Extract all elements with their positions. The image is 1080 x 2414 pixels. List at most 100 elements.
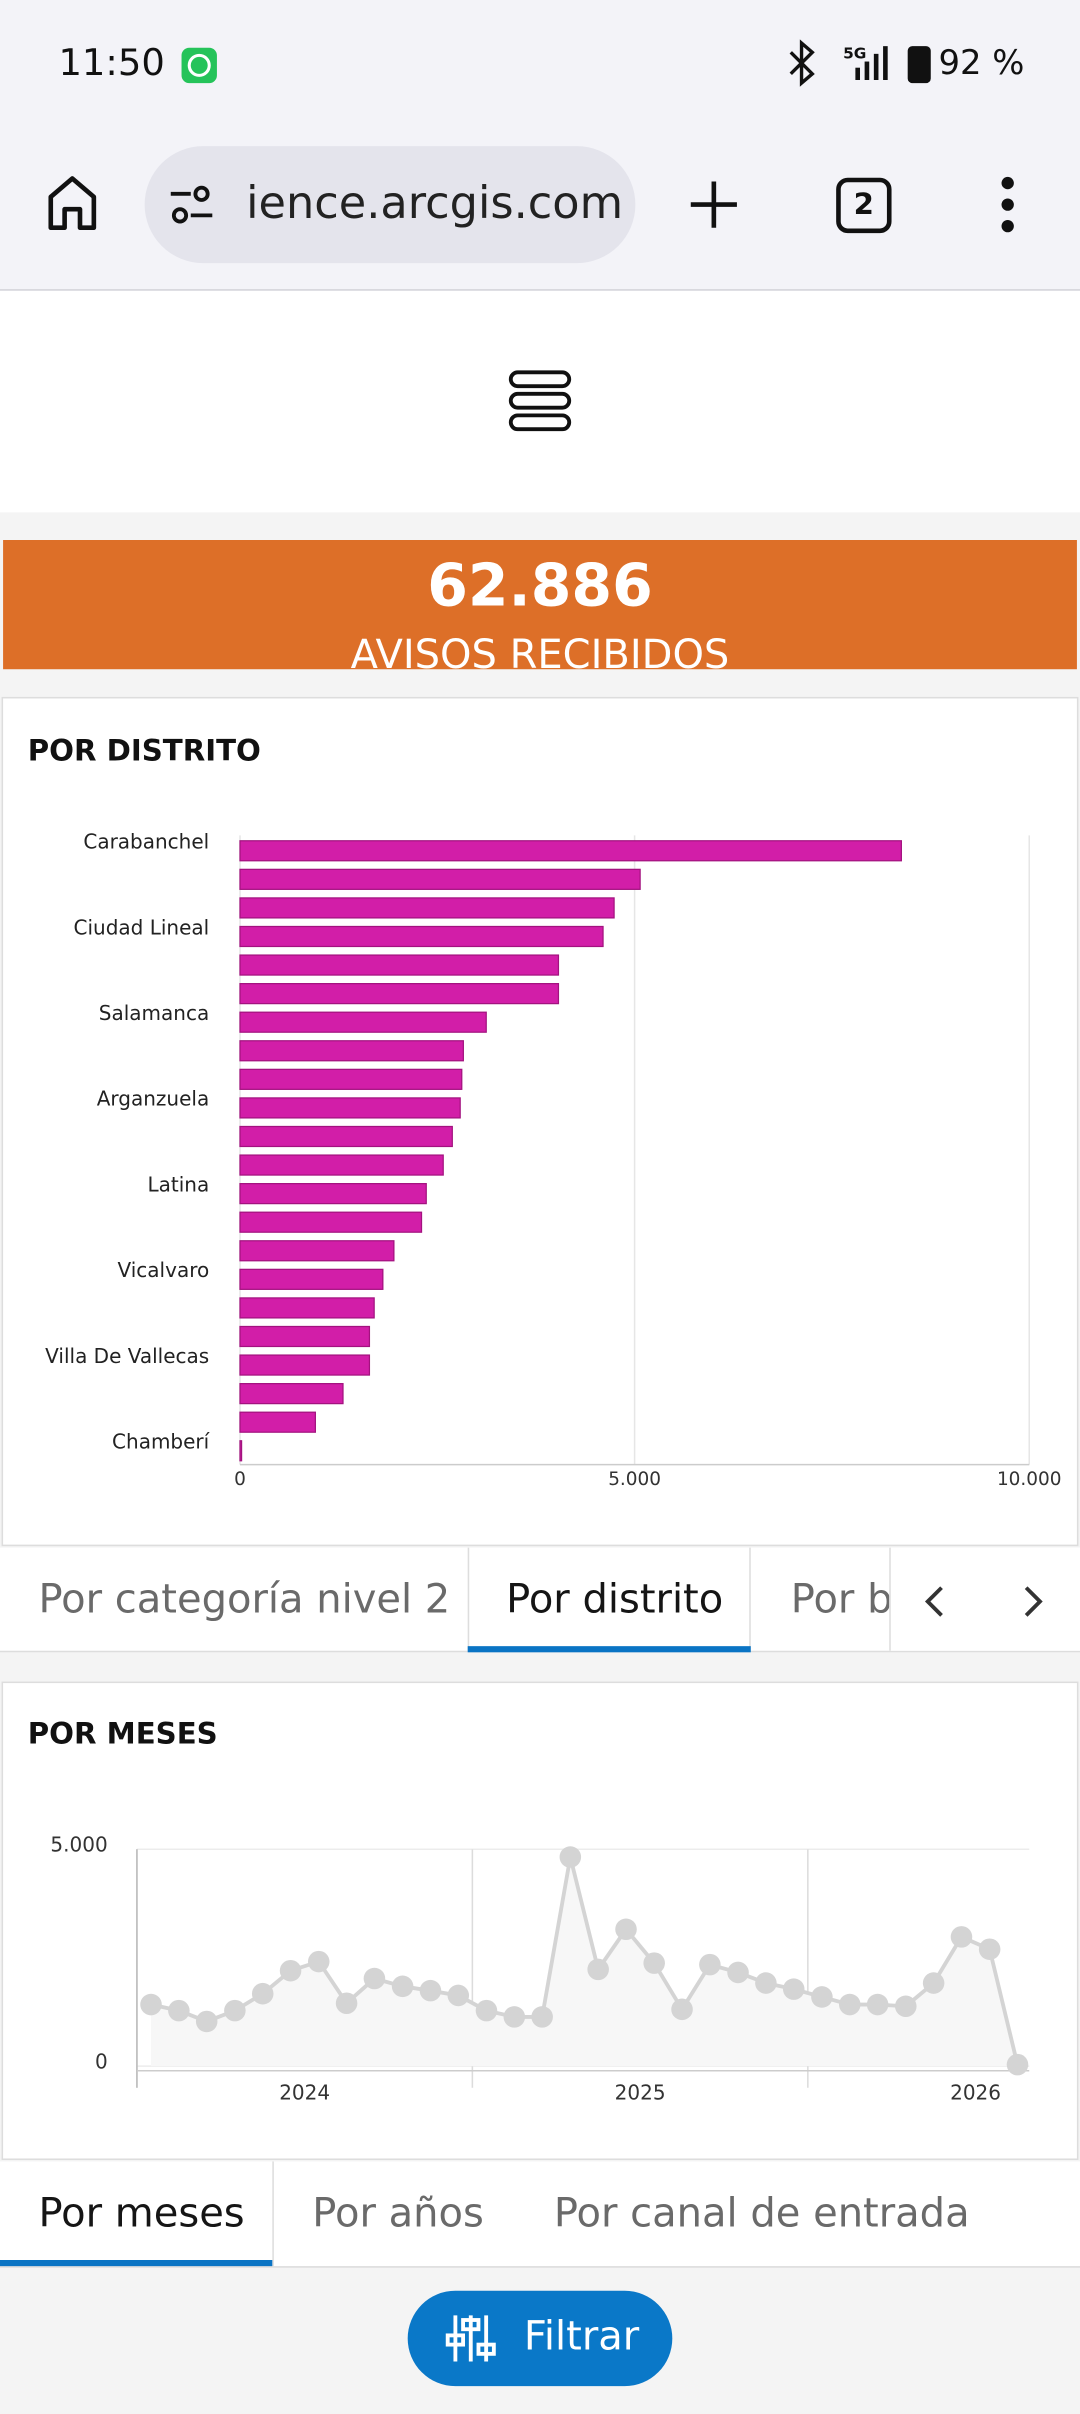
bar: [239, 840, 902, 862]
bluetooth-icon: [789, 39, 815, 87]
indicator-label: AVISOS RECIBIDOS: [351, 632, 730, 678]
y-tick-label: Latina: [147, 1172, 209, 1196]
bar: [239, 1297, 375, 1319]
chart-title: POR DISTRITO: [28, 733, 261, 767]
point: [531, 2006, 553, 2028]
y-tick-label: Chamberí: [112, 1430, 211, 1454]
tab-scroll-area: [889, 1547, 1080, 1651]
tab[interactable]: Por canal de entrada: [554, 2190, 970, 2236]
point: [559, 1846, 582, 1868]
indicator-card: [3, 540, 1077, 670]
hamburger-menu[interactable]: [508, 370, 572, 432]
point: [1006, 2053, 1029, 2076]
tab-switcher[interactable]: [836, 177, 892, 234]
x-tick-label: 0: [234, 1469, 246, 1490]
bar: [239, 1125, 453, 1148]
bar: [239, 925, 604, 948]
home-button[interactable]: [48, 176, 97, 231]
point: [168, 1999, 190, 2022]
tab-scroll-right[interactable]: [1024, 1586, 1043, 1617]
chart-card: [1, 696, 1079, 1547]
tab-underline: [0, 2260, 273, 2267]
point: [447, 1984, 470, 2007]
bar: [239, 1211, 423, 1233]
point: [251, 1982, 274, 2005]
tab[interactable]: Por b: [791, 1577, 893, 1623]
filter-button[interactable]: [407, 2290, 673, 2387]
url-bar[interactable]: [144, 146, 636, 264]
y-tick-label: Arganzuela: [97, 1087, 209, 1111]
whatsapp-icon: [181, 47, 217, 84]
y-tick-label: 5.000: [50, 1833, 107, 1857]
network-type: 5G: [843, 44, 866, 62]
bar: [239, 1040, 464, 1062]
point: [755, 1972, 777, 1994]
tab[interactable]: Por distrito: [506, 1577, 723, 1623]
bar: [239, 983, 560, 1005]
y-tick-label: Ciudad Lineal: [74, 915, 210, 939]
point: [643, 1952, 665, 1974]
point: [195, 2010, 218, 2033]
battery-icon: [907, 46, 931, 84]
bar: [239, 897, 615, 919]
bar: [239, 1240, 395, 1262]
dashboard-header: [0, 290, 1080, 513]
x-tick-label: 10.000: [997, 1469, 1062, 1490]
x-tick-label: 2024: [279, 2080, 330, 2104]
new-tab-button[interactable]: [690, 181, 737, 228]
point: [978, 1938, 1001, 1961]
point: [140, 1993, 162, 2016]
point: [895, 1995, 917, 2018]
y-tick-label: Carabanchel: [83, 830, 209, 854]
point: [224, 1999, 246, 2022]
url-text: ience.arcgis.com: [246, 177, 623, 229]
point: [811, 1986, 833, 2008]
whatsapp-glyph: [187, 53, 211, 77]
bar: [239, 1097, 461, 1119]
chart-title: POR MESES: [28, 1716, 218, 1750]
point: [363, 1967, 386, 1990]
point: [475, 1999, 498, 2022]
tab-scroll-left[interactable]: [924, 1586, 943, 1617]
battery-level: 92 %: [938, 43, 1024, 82]
tab-underline: [467, 1646, 751, 1653]
bar: [239, 1154, 444, 1176]
point: [307, 1950, 330, 1973]
x-tick-label: 2026: [950, 2080, 1001, 2104]
y-tick-label: Villa De Vallecas: [45, 1344, 209, 1368]
tab[interactable]: Por años: [312, 2190, 484, 2236]
y-tick-label: Vicalvaro: [118, 1258, 210, 1282]
point: [671, 1998, 693, 2021]
bar: [239, 868, 641, 890]
chart-card: [1, 1681, 1079, 2161]
tab-count: 2: [854, 187, 874, 221]
bar: [239, 1011, 487, 1033]
point: [838, 1993, 861, 2016]
point: [727, 1961, 749, 1984]
filter-icon: [445, 2315, 496, 2362]
y-tick-label: 0: [95, 2050, 108, 2074]
menu-button[interactable]: [1001, 176, 1014, 233]
x-tick-label: 2025: [615, 2080, 666, 2104]
point: [615, 1918, 637, 1941]
tab[interactable]: Por categoría nivel 2: [38, 1577, 450, 1623]
indicator-value: 62.886: [427, 551, 653, 619]
point: [866, 1993, 889, 2016]
bar: [239, 1383, 344, 1405]
point: [503, 2006, 526, 2028]
point: [391, 1975, 414, 1998]
site-settings-icon[interactable]: [170, 185, 213, 224]
point: [782, 1978, 805, 2000]
point: [922, 1972, 945, 1994]
bar: [239, 1325, 371, 1348]
tab[interactable]: Por meses: [38, 2190, 244, 2236]
bar: [239, 1183, 427, 1205]
bar: [239, 954, 560, 976]
bar: [239, 1354, 371, 1376]
bar: [239, 1068, 463, 1090]
bar: [239, 1268, 384, 1290]
y-tick-label: Salamanca: [99, 1001, 209, 1025]
bar: [239, 1411, 316, 1433]
tab-bar: [0, 2161, 1080, 2267]
